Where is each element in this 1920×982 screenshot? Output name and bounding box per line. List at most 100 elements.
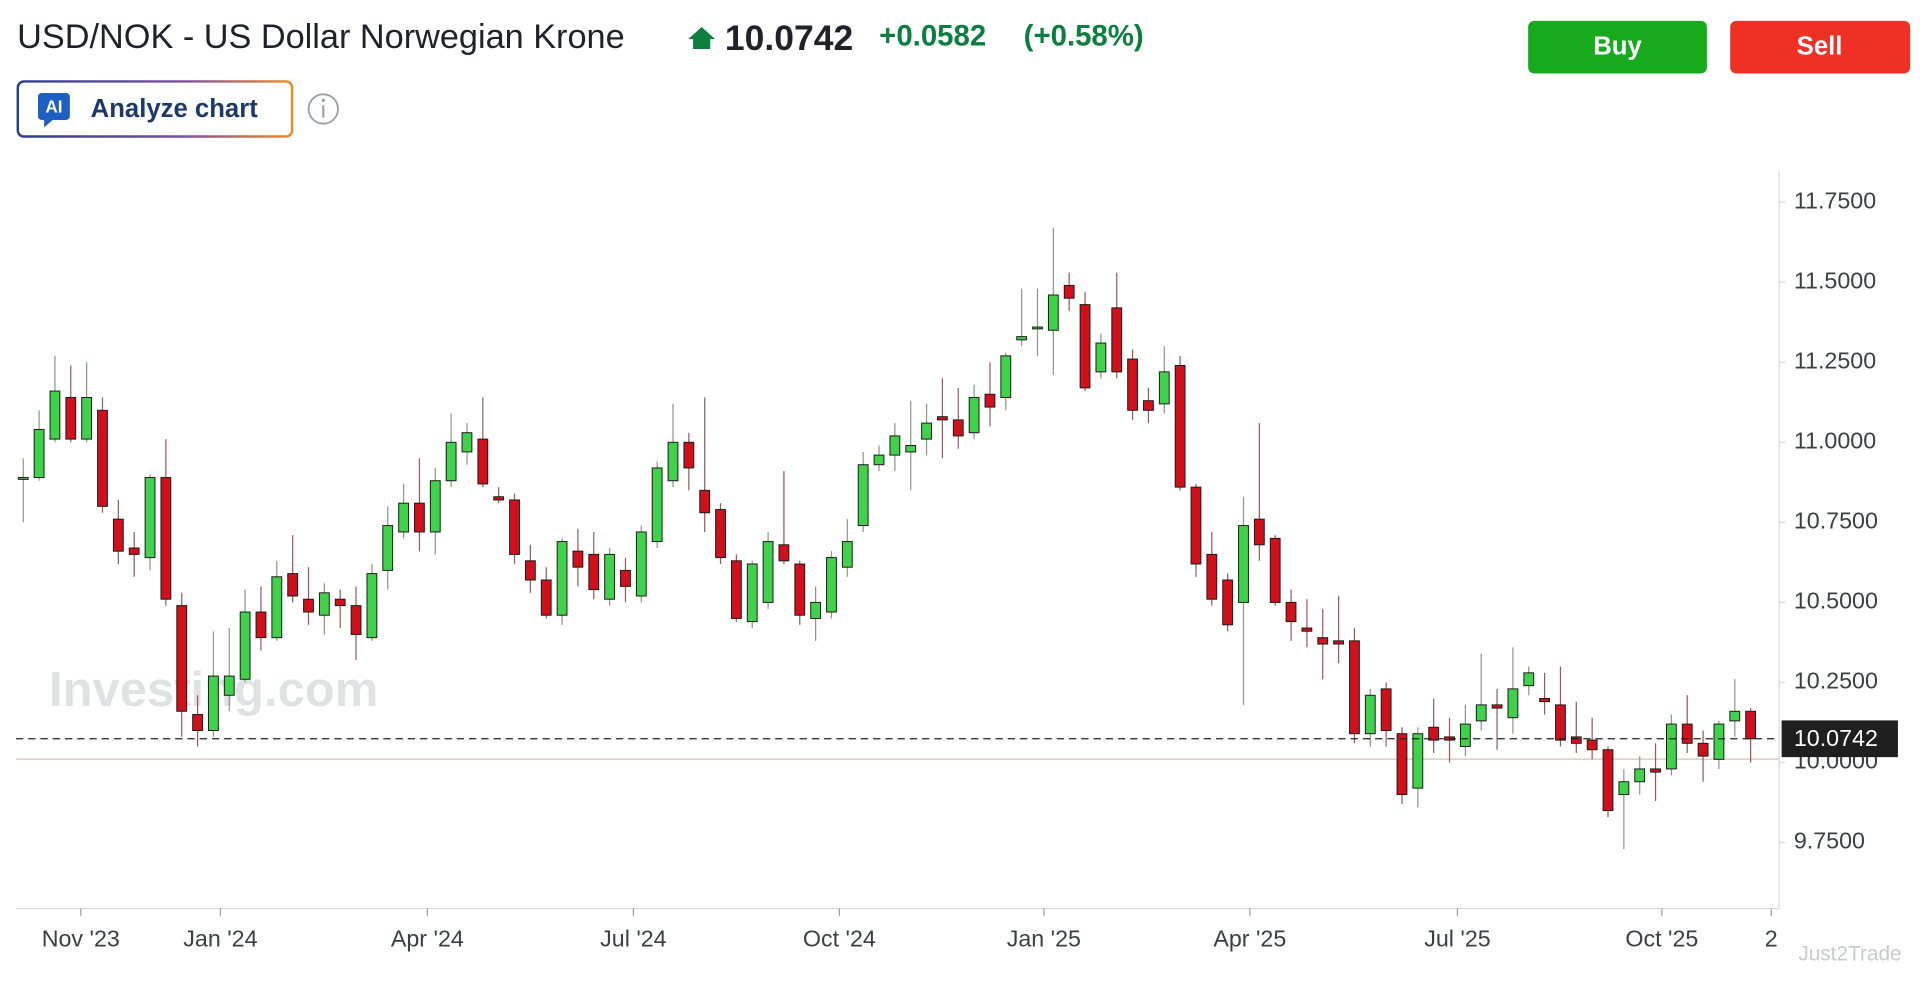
candle-body [1253, 518, 1265, 546]
candle-body [414, 502, 425, 533]
candle-body [746, 563, 758, 623]
candle-body [1127, 358, 1138, 411]
candle-body [160, 477, 172, 600]
candle-body [128, 547, 140, 555]
buy-button[interactable]: Buy [1528, 20, 1707, 74]
x-tick-label: Jul '24 [600, 926, 667, 952]
instrument-title: USD/NOK - US Dollar Norwegian Krone [17, 18, 624, 56]
candle-body [1063, 284, 1075, 299]
candle-body [540, 579, 552, 616]
candle-body [1586, 739, 1598, 751]
candle-body [1412, 733, 1424, 789]
candle-body [794, 563, 806, 616]
buy-button-bg[interactable] [1528, 20, 1707, 74]
candle-body [1269, 537, 1281, 603]
x-tick-label: Jul '25 [1424, 926, 1490, 952]
candle-body [1222, 579, 1234, 626]
candle-body [208, 675, 219, 731]
candle-body [33, 429, 45, 479]
candle-body [604, 553, 616, 600]
info-circle[interactable] [307, 93, 339, 125]
candle-body [493, 496, 505, 501]
candle-body [1507, 688, 1519, 719]
analyze-border[interactable] [16, 80, 294, 138]
info-icon[interactable] [307, 93, 339, 125]
candle-body [112, 518, 124, 552]
x-tick-label: Nov '23 [42, 926, 120, 952]
candle-body [873, 454, 885, 466]
analyze-chart-button[interactable]: AI Analyze chart [16, 80, 294, 138]
candle-body [97, 409, 108, 507]
candle-body [1143, 400, 1154, 411]
candle-body [176, 605, 188, 712]
candle-body [524, 560, 536, 581]
candle-body [1095, 342, 1107, 373]
x-tick-label: Apr '25 [1213, 926, 1286, 952]
candle-body [1697, 742, 1709, 757]
ai-badge[interactable]: AI [45, 96, 62, 116]
candle-body [952, 419, 964, 437]
sell-label[interactable]: Sell [1797, 33, 1843, 61]
candle-body [1285, 601, 1297, 623]
candle-body [889, 435, 901, 456]
candle-body [1618, 781, 1630, 796]
candle-body [477, 438, 489, 485]
y-tick-label: 10.7500 [1794, 508, 1878, 534]
info-dot[interactable] [321, 98, 325, 102]
candle-body [81, 396, 93, 440]
sell-button-bg[interactable] [1730, 20, 1911, 74]
candle-body [271, 576, 283, 639]
candle-body [1111, 307, 1123, 373]
ai-icon-tail[interactable] [44, 119, 53, 128]
candle-body [699, 489, 711, 514]
candle-body [905, 445, 917, 453]
analyze-label[interactable]: Analyze chart [91, 95, 259, 123]
candle-body [1000, 355, 1012, 398]
y-tick-label: 10.5000 [1794, 588, 1878, 614]
candle-body [810, 601, 822, 619]
candle-body [936, 416, 948, 421]
candle-body [1016, 336, 1028, 341]
candle-body [1459, 723, 1471, 747]
candle-body [620, 569, 631, 587]
last-price: 10.0742 [725, 18, 853, 58]
candle-body [762, 541, 774, 603]
candle-body [509, 499, 520, 555]
candle-body [1190, 486, 1202, 565]
candle-body [1380, 688, 1392, 731]
candle-body [1491, 704, 1503, 709]
candle-body [192, 713, 203, 731]
candle-body [1555, 704, 1566, 741]
candle-body [683, 441, 695, 469]
last-price-label: 10.0742 [1794, 725, 1878, 751]
candle-body [287, 573, 299, 597]
sell-button[interactable]: Sell [1730, 20, 1911, 74]
candle-body [588, 553, 600, 591]
candle-body [1158, 371, 1170, 405]
candle-body [398, 502, 409, 533]
ai-icon[interactable] [37, 93, 70, 120]
candle-body [65, 396, 77, 440]
candle-body [841, 541, 853, 568]
candle-body [826, 557, 837, 613]
candle-body [1333, 640, 1344, 645]
x-tick-label: Oct '25 [1625, 926, 1698, 952]
candle-body [1475, 704, 1487, 722]
candle-body [350, 605, 362, 635]
candle-body [1174, 364, 1186, 488]
candle-body [984, 393, 996, 408]
y-tick-label: 11.7500 [1794, 187, 1876, 213]
candle-body [715, 509, 726, 559]
up-arrow [688, 26, 716, 49]
candle-body [572, 550, 584, 568]
x-tick-label: 2 [1765, 926, 1778, 952]
candle-body [1523, 672, 1535, 687]
candle-body [1729, 710, 1741, 722]
candle-body [334, 598, 346, 607]
candle-body [461, 432, 473, 453]
candle-body [445, 441, 457, 482]
x-tick-label: Apr '24 [391, 926, 464, 952]
buy-label[interactable]: Buy [1593, 33, 1642, 61]
candle-body [1634, 768, 1646, 783]
